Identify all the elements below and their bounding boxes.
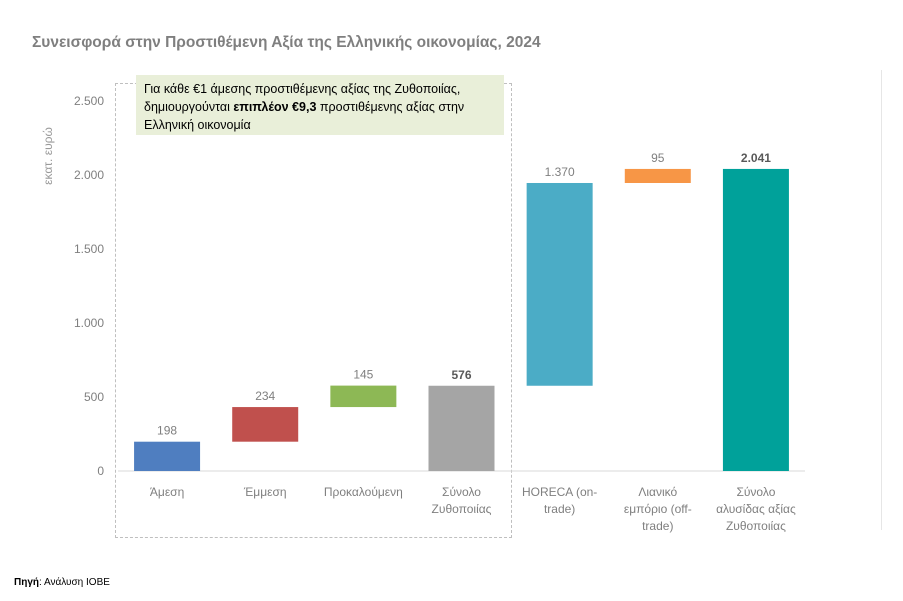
category-label: εμπόριο (off- (624, 502, 692, 516)
bar (526, 182, 593, 386)
chart-title: Συνεισφορά στην Προστιθέμενη Αξία της Ελ… (32, 34, 541, 51)
category-label: Προκαλούμενη (324, 485, 403, 499)
y-tick-label: 2.500 (74, 94, 104, 108)
category-label: Λιανικό (638, 485, 677, 499)
bar (624, 168, 691, 183)
bar (428, 385, 495, 471)
source-label: Πηγή (14, 577, 39, 588)
bar-value-label: 198 (157, 424, 177, 438)
y-tick-label: 1.500 (74, 242, 104, 256)
category-label: Σύνολο (442, 485, 481, 499)
bar-value-label: 145 (353, 368, 373, 382)
category-label: Άμεση (150, 485, 184, 499)
callout-text-bold: επιπλέον €9,3 (233, 100, 317, 114)
callout-text-pre: Για κάθε €1 άμεσης προστιθέμενης αξίας τ… (144, 82, 461, 114)
bar (722, 168, 789, 471)
category-label: Έμμεση (243, 485, 287, 499)
y-tick-label: 1.000 (74, 316, 104, 330)
y-axis-label: εκατ. ευρώ (41, 127, 55, 185)
bar-value-label: 95 (651, 151, 665, 165)
bar-value-label: 2.041 (741, 151, 771, 165)
callout-text-post: προστιθέμενης αξίας στην Ελληνική οικονο… (144, 100, 465, 132)
callout-text: Για κάθε €1 άμεσης προστιθέμενης αξίας τ… (144, 80, 500, 134)
bar-value-label: 1.370 (545, 165, 575, 179)
y-tick-label: 500 (84, 390, 104, 404)
bar-value-label: 234 (255, 389, 275, 403)
source-text: : Ανάλυση ΙΟΒΕ (39, 577, 110, 588)
category-label: Ζυθοποιίας (432, 502, 492, 516)
category-label: Ζυθοποιίας (726, 519, 786, 533)
bar-value-label: 576 (451, 368, 471, 382)
y-tick-label: 0 (97, 464, 104, 478)
source-note: Πηγή: Ανάλυση ΙΟΒΕ (14, 577, 110, 588)
divider-line (881, 70, 882, 530)
category-label: trade) (642, 519, 673, 533)
category-label: trade) (544, 502, 575, 516)
bar (232, 407, 299, 442)
bar (134, 441, 201, 471)
callout-box: Για κάθε €1 άμεσης προστιθέμενης αξίας τ… (136, 75, 504, 135)
category-label: Σύνολο (736, 485, 775, 499)
bar (330, 385, 397, 408)
category-label: HORECA (on- (522, 485, 597, 499)
y-tick-label: 2.000 (74, 168, 104, 182)
category-label: αλυσίδας αξίας (716, 502, 796, 516)
